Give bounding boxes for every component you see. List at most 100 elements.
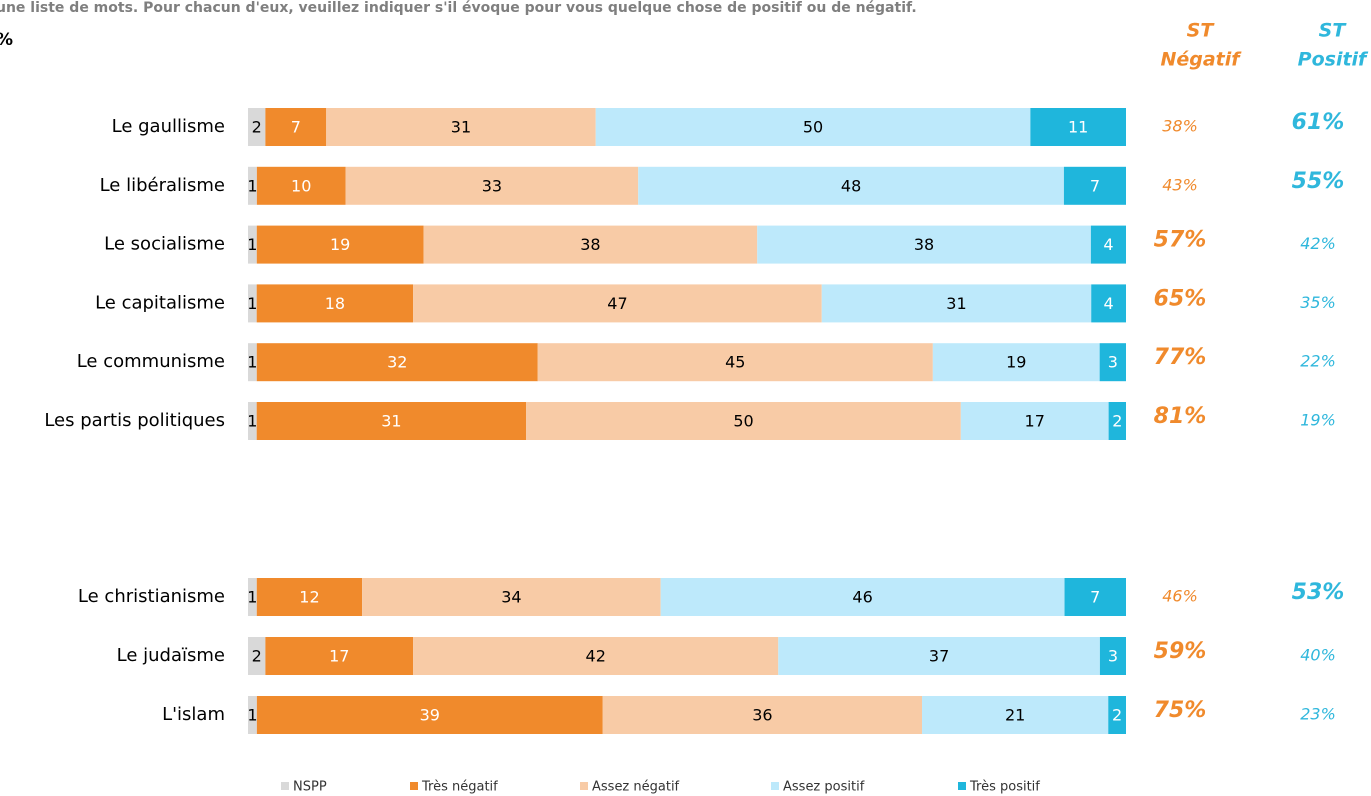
segment-label: 7	[1090, 588, 1100, 607]
bar-segment	[821, 284, 1092, 323]
bar-segment	[1091, 284, 1126, 323]
bar-segment	[413, 637, 779, 675]
summary-value: 77%	[1154, 345, 1207, 370]
segment-label: 4	[1103, 235, 1113, 254]
bar-segment	[1108, 696, 1126, 734]
bar-segment	[248, 696, 257, 734]
segment-label: 19	[1006, 353, 1026, 372]
summary-header: ST	[1187, 20, 1216, 42]
bar-segment	[256, 696, 603, 734]
bar-segment	[248, 343, 257, 382]
bar-segment	[1063, 166, 1126, 205]
segment-label: 2	[1112, 412, 1122, 431]
summary-value: 55%	[1292, 169, 1345, 194]
legend-label: Assez négatif	[592, 780, 680, 795]
summary-value: 22%	[1300, 352, 1336, 371]
bar-segment	[757, 225, 1091, 264]
segment-label: 19	[330, 235, 350, 254]
bar-segment	[256, 402, 527, 440]
legend-swatch	[958, 782, 966, 790]
segment-label: 42	[586, 647, 606, 666]
bar-segment	[922, 696, 1109, 734]
segment-label: 31	[381, 412, 401, 431]
segment-label: 10	[291, 176, 311, 195]
segment-label: 33	[482, 176, 502, 195]
bar-segment	[362, 578, 661, 616]
bar-segment	[1030, 108, 1126, 146]
segment-label: 2	[252, 118, 262, 137]
segment-label: 1	[247, 235, 257, 254]
bar-segment	[932, 343, 1100, 382]
bar-segment	[537, 343, 933, 382]
summary-value: 57%	[1154, 228, 1207, 253]
bar-segment	[1108, 402, 1126, 440]
summary-value: 53%	[1292, 580, 1345, 605]
segment-label: 46	[852, 588, 872, 607]
segment-label: 12	[299, 588, 319, 607]
legend-swatch	[771, 782, 779, 790]
legend-label: NSPP	[293, 780, 327, 795]
legend-label: Assez positif	[783, 780, 865, 795]
bar-segment	[256, 578, 363, 616]
unit-label: %	[0, 30, 13, 50]
category-label: Le communisme	[77, 351, 225, 372]
segment-label: 1	[247, 294, 257, 313]
summary-value: 19%	[1300, 411, 1336, 430]
summary-value: 59%	[1154, 639, 1207, 664]
summary-header: Négatif	[1160, 49, 1242, 71]
segment-label: 50	[733, 412, 753, 431]
category-label: Le libéralisme	[100, 175, 225, 196]
category-label: Le christianisme	[78, 586, 225, 607]
bar-segment	[1064, 578, 1126, 616]
category-label: Le capitalisme	[95, 292, 225, 313]
summary-value: 40%	[1300, 646, 1336, 665]
segment-label: 1	[247, 353, 257, 372]
bar-segment	[660, 578, 1065, 616]
segment-label: 3	[1108, 353, 1118, 372]
bar-segment	[326, 108, 596, 146]
bar-segment	[248, 166, 257, 205]
category-label: Les partis politiques	[44, 410, 225, 431]
summary-value: 43%	[1162, 175, 1198, 194]
segment-label: 38	[580, 235, 600, 254]
segment-label: 18	[325, 294, 345, 313]
segment-label: 4	[1104, 294, 1114, 313]
bar-segment	[413, 284, 822, 323]
category-label: Le judaïsme	[117, 645, 225, 666]
segment-label: 11	[1068, 118, 1088, 137]
segment-label: 50	[803, 118, 823, 137]
legend-label: Très négatif	[421, 780, 498, 795]
segment-label: 48	[841, 176, 861, 195]
legend-swatch	[281, 782, 289, 790]
bar-segment	[526, 402, 961, 440]
segment-label: 7	[1090, 176, 1100, 195]
bar-segment	[248, 578, 257, 616]
segment-label: 17	[329, 647, 349, 666]
bar-segment	[778, 637, 1100, 675]
chart-title: une liste de mots. Pour chacun d'eux, ve…	[0, 0, 917, 16]
summary-value: 75%	[1154, 698, 1207, 723]
segment-label: 34	[501, 588, 521, 607]
bar-segment	[256, 166, 346, 205]
summary-value: 23%	[1300, 705, 1336, 724]
segment-label: 36	[752, 706, 772, 725]
segment-label: 38	[914, 235, 934, 254]
segment-label: 1	[247, 412, 257, 431]
summary-header: Positif	[1298, 49, 1369, 71]
bar-segment	[595, 108, 1031, 146]
summary-value: 38%	[1162, 117, 1198, 136]
bar-segment	[1099, 343, 1126, 382]
bar-segment	[248, 225, 257, 264]
bar-segment	[423, 225, 758, 264]
bar-segment	[248, 108, 266, 146]
segment-label: 31	[946, 294, 966, 313]
bar-segment	[265, 108, 327, 146]
bar-segment	[256, 284, 414, 323]
bar-segment	[248, 402, 257, 440]
legend-label: Très positif	[969, 780, 1040, 795]
segment-label: 2	[1112, 706, 1122, 725]
bar-segment	[265, 637, 414, 675]
summary-value: 65%	[1154, 286, 1207, 311]
bar-segment	[602, 696, 923, 734]
summary-value: 46%	[1162, 587, 1198, 606]
